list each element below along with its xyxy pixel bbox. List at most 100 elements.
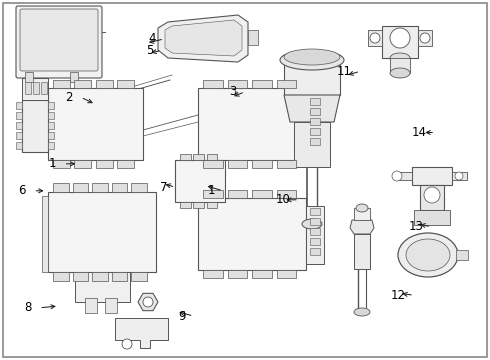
Bar xyxy=(310,118,320,125)
Bar xyxy=(74,80,91,88)
Polygon shape xyxy=(158,15,248,62)
Bar xyxy=(276,190,296,198)
Bar xyxy=(276,270,296,278)
Bar xyxy=(203,80,222,88)
Bar xyxy=(194,154,204,160)
Bar xyxy=(85,298,97,313)
Bar xyxy=(53,80,70,88)
Ellipse shape xyxy=(390,28,410,48)
Bar xyxy=(16,132,22,139)
Bar xyxy=(117,160,134,168)
FancyBboxPatch shape xyxy=(16,6,102,78)
Bar xyxy=(194,202,204,208)
Bar xyxy=(16,142,22,149)
Text: 13: 13 xyxy=(408,220,423,233)
FancyBboxPatch shape xyxy=(20,9,98,71)
Bar xyxy=(41,82,47,94)
Polygon shape xyxy=(138,293,158,311)
Bar xyxy=(53,160,70,168)
Ellipse shape xyxy=(370,33,380,43)
Bar xyxy=(96,160,113,168)
Bar xyxy=(397,172,412,180)
Bar xyxy=(117,80,134,88)
Bar xyxy=(390,58,410,73)
Text: 8: 8 xyxy=(24,301,31,314)
Bar xyxy=(48,102,54,109)
Bar xyxy=(227,160,247,168)
Bar xyxy=(198,198,306,270)
Bar xyxy=(203,160,222,168)
Polygon shape xyxy=(165,20,242,56)
Bar xyxy=(73,272,88,281)
Bar xyxy=(310,208,320,215)
Bar xyxy=(105,298,117,313)
Bar xyxy=(227,270,247,278)
Bar xyxy=(310,98,320,105)
Ellipse shape xyxy=(284,49,340,65)
Bar xyxy=(310,238,320,245)
Ellipse shape xyxy=(455,172,463,180)
Text: 12: 12 xyxy=(391,289,406,302)
Bar xyxy=(354,234,370,269)
Bar xyxy=(368,30,382,46)
Bar xyxy=(33,82,39,94)
Bar xyxy=(227,80,247,88)
Bar xyxy=(207,154,218,160)
Polygon shape xyxy=(284,95,340,122)
Bar xyxy=(310,248,320,255)
Text: 6: 6 xyxy=(18,184,25,197)
Ellipse shape xyxy=(424,187,440,203)
Bar xyxy=(48,132,54,139)
Polygon shape xyxy=(382,26,418,58)
Bar xyxy=(70,72,78,82)
Bar xyxy=(252,190,271,198)
Bar xyxy=(310,218,320,225)
Bar xyxy=(48,122,54,129)
Bar xyxy=(180,202,191,208)
Bar xyxy=(248,30,258,45)
Bar xyxy=(53,272,69,281)
Bar xyxy=(294,122,330,167)
Text: 3: 3 xyxy=(230,85,237,98)
Bar xyxy=(252,270,271,278)
Text: 10: 10 xyxy=(276,193,291,206)
Bar xyxy=(22,100,48,152)
Bar xyxy=(420,185,444,210)
Bar xyxy=(198,88,306,160)
Text: 1: 1 xyxy=(207,184,215,197)
Bar xyxy=(418,30,432,46)
Bar xyxy=(25,72,33,82)
Bar xyxy=(48,88,143,160)
Ellipse shape xyxy=(390,68,410,78)
Text: 5: 5 xyxy=(147,44,154,57)
Bar xyxy=(310,108,320,115)
Bar xyxy=(16,102,22,109)
Bar xyxy=(310,138,320,145)
Ellipse shape xyxy=(280,50,344,70)
Text: 4: 4 xyxy=(148,32,156,45)
Bar xyxy=(112,183,127,192)
Bar xyxy=(48,142,54,149)
Bar xyxy=(203,270,222,278)
Bar xyxy=(73,183,88,192)
Ellipse shape xyxy=(302,219,322,229)
Ellipse shape xyxy=(143,297,153,307)
Ellipse shape xyxy=(420,33,430,43)
Bar xyxy=(42,196,48,272)
Bar xyxy=(276,160,296,168)
Ellipse shape xyxy=(392,171,402,181)
Ellipse shape xyxy=(356,204,368,212)
Bar xyxy=(92,272,108,281)
Bar xyxy=(414,210,450,225)
Bar xyxy=(412,167,452,185)
Bar xyxy=(53,183,69,192)
Bar xyxy=(25,82,31,94)
Bar xyxy=(175,160,225,202)
Polygon shape xyxy=(350,220,374,234)
Bar xyxy=(456,250,468,260)
Bar xyxy=(112,272,127,281)
Bar xyxy=(276,80,296,88)
Bar xyxy=(48,192,156,272)
Bar xyxy=(310,228,320,235)
Ellipse shape xyxy=(398,233,458,277)
